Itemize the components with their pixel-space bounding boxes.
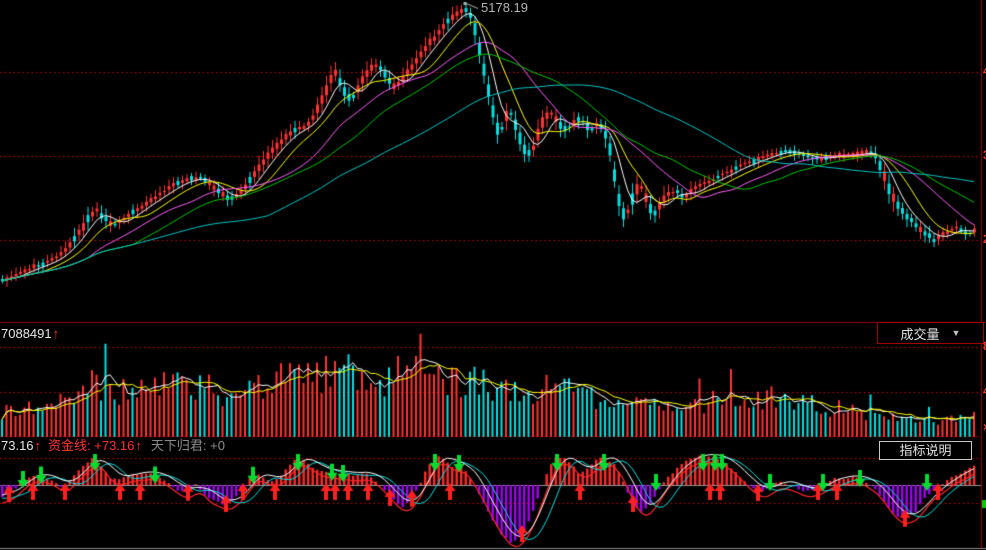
axis-tick: 8	[983, 339, 986, 353]
peak-price-annotation: 5178.19	[481, 0, 528, 15]
up-arrow-icon: ↑	[52, 326, 60, 341]
second-indicator-label: 天下归君: +0	[150, 438, 225, 453]
indicator-value: 73.16	[1, 438, 34, 453]
axis-tick: 2	[983, 232, 986, 246]
up-arrow-icon: ↑	[135, 438, 142, 453]
chevron-down-icon: ▼	[951, 328, 961, 338]
up-arrow-icon: ↑	[34, 438, 42, 453]
volume-indicator-selector[interactable]: 成交量 ▼	[877, 322, 984, 344]
volume-selector-label: 成交量	[900, 326, 940, 342]
axis-tick: ×	[983, 420, 986, 434]
axis-tick: 3	[983, 148, 986, 162]
fund-line-label: 资金线: +73.16	[48, 438, 135, 453]
volume-header: 7088491↑	[1, 327, 60, 341]
volume-value: 7088491	[1, 326, 52, 341]
indicator-help-button[interactable]: 指标说明	[879, 441, 972, 460]
axis-tick: 4	[983, 64, 986, 78]
indicator-header: 73.16↑ 资金线: +73.16↑ 天下归君: +0	[1, 439, 225, 453]
axis-tick: 4	[983, 384, 986, 398]
